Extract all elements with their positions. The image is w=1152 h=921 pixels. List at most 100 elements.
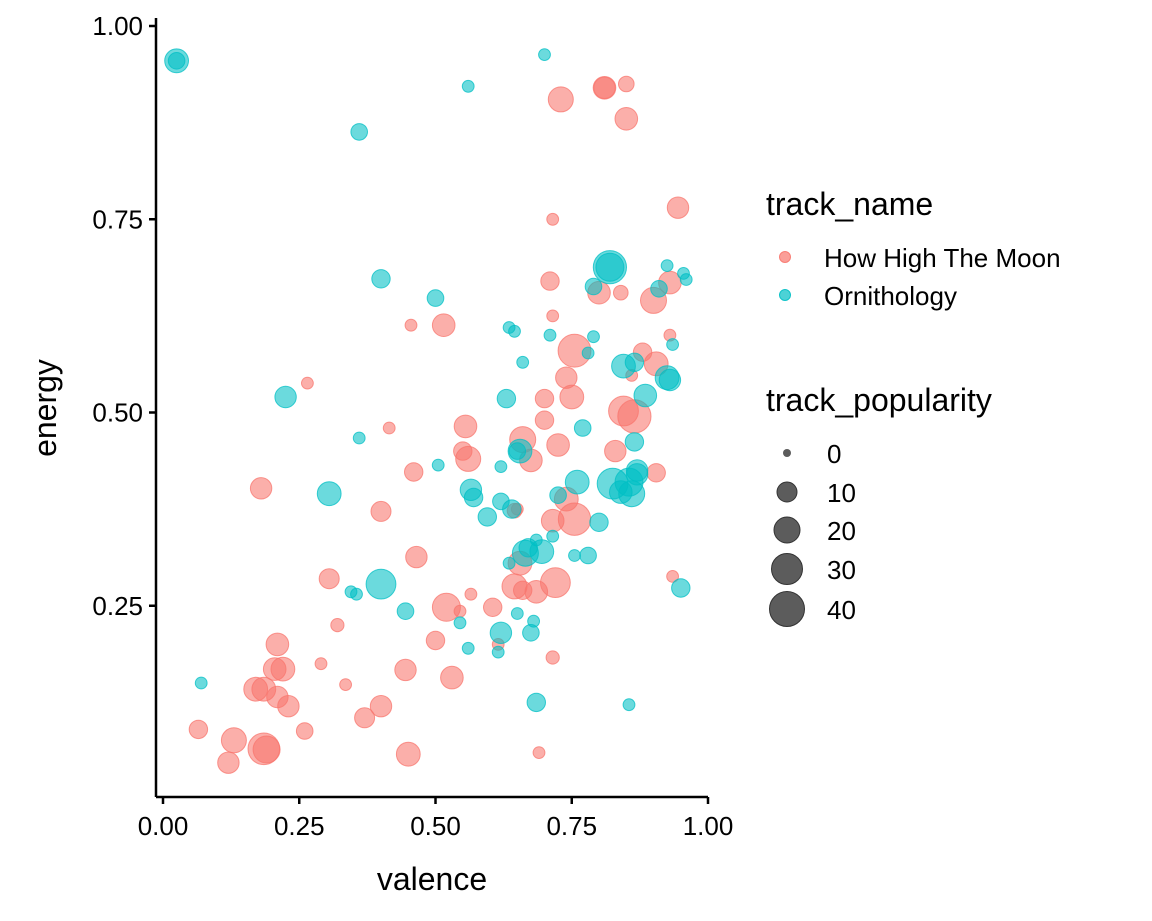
data-point-ornithology-58 [365, 568, 397, 600]
x-tick-label: 1.00 [683, 811, 734, 841]
data-point-how-high-the-moon-20 [301, 376, 314, 390]
data-point-ornithology-11 [679, 273, 693, 286]
data-point-ornithology-42 [609, 480, 633, 504]
data-point-ornithology-72 [622, 698, 636, 712]
data-point-ornithology-44 [463, 487, 484, 508]
data-point-ornithology-61 [396, 602, 415, 621]
data-point-ornithology-66 [489, 621, 513, 644]
data-point-how-high-the-moon-12 [546, 309, 560, 323]
data-point-how-high-the-moon-37 [249, 477, 273, 500]
data-point-ornithology-6 [595, 252, 625, 282]
data-point-ornithology-62 [671, 578, 691, 598]
data-point-how-high-the-moon-22 [559, 384, 585, 410]
data-point-ornithology-4 [350, 123, 369, 141]
data-point-ornithology-49 [589, 512, 609, 532]
data-point-how-high-the-moon-70 [440, 665, 464, 690]
size-key-20 [773, 516, 801, 544]
data-point-how-high-the-moon-41 [370, 500, 392, 522]
data-point-how-high-the-moon-80 [532, 746, 546, 759]
x-tick-label: 0.50 [410, 811, 461, 841]
size-key-0 [783, 449, 791, 457]
data-point-ornithology-32 [508, 442, 527, 460]
x-tick-label: 0.25 [274, 811, 325, 841]
data-point-how-high-the-moon-63 [394, 658, 417, 682]
legend-key-ornithology [779, 289, 791, 301]
data-point-ornithology-22 [516, 355, 530, 369]
data-point-how-high-the-moon-58 [330, 618, 345, 633]
data-point-how-high-the-moon-57 [425, 630, 446, 651]
data-point-ornithology-57 [502, 556, 516, 570]
data-point-how-high-the-moon-27 [534, 410, 555, 430]
data-point-ornithology-37 [494, 460, 508, 474]
y-tick-label: 0.25 [92, 591, 143, 621]
data-point-ornithology-30 [624, 432, 645, 452]
data-point-ornithology-56 [579, 546, 597, 565]
data-point-ornithology-15 [508, 324, 521, 338]
data-point-how-high-the-moon-44 [405, 545, 428, 569]
data-point-how-high-the-moon-13 [431, 313, 456, 338]
data-point-how-high-the-moon-74 [188, 719, 209, 740]
y-tick-label: 0.50 [92, 398, 143, 428]
data-point-ornithology-13 [426, 289, 445, 307]
data-point-how-high-the-moon-46 [318, 568, 340, 590]
data-point-ornithology-47 [502, 499, 522, 519]
data-point-ornithology-70 [194, 676, 208, 690]
data-point-how-high-the-moon-7 [540, 271, 560, 291]
data-point-how-high-the-moon-77 [252, 735, 281, 764]
data-point-how-high-the-moon-23 [534, 388, 555, 409]
legend-label-how-high-the-moon: How High The Moon [824, 243, 1061, 273]
data-point-how-high-the-moon-51 [464, 587, 478, 601]
data-point-ornithology-65 [510, 607, 524, 620]
y-tick-label: 0.75 [92, 204, 143, 234]
data-point-how-high-the-moon-56 [265, 632, 290, 657]
data-point-ornithology-43 [316, 481, 342, 507]
data-point-ornithology-50 [546, 529, 560, 543]
data-point-how-high-the-moon-3 [547, 86, 574, 113]
size-legend: track_popularity 0 10 20 30 40 [766, 382, 992, 627]
data-point-ornithology-27 [633, 383, 658, 408]
data-point-how-high-the-moon-2 [618, 75, 635, 93]
data-point-ornithology-21 [611, 353, 636, 379]
data-point-ornithology-28 [573, 419, 592, 437]
y-tick-label: 1.00 [92, 11, 143, 41]
data-point-ornithology-17 [587, 330, 600, 344]
data-point-ornithology-9 [660, 259, 674, 273]
data-point-ornithology-2 [538, 48, 551, 61]
data-point-ornithology-48 [477, 507, 497, 527]
data-point-how-high-the-moon-62 [314, 657, 328, 671]
data-point-how-high-the-moon-26 [453, 414, 478, 439]
data-point-ornithology-64 [453, 616, 467, 630]
data-point-how-high-the-moon-1 [593, 76, 616, 100]
size-key-10 [776, 481, 798, 503]
data-point-ornithology-25 [274, 385, 297, 409]
data-point-ornithology-67 [522, 624, 540, 642]
data-point-ornithology-71 [526, 692, 546, 713]
data-point-how-high-the-moon-79 [217, 751, 240, 774]
data-point-how-high-the-moon-5 [666, 196, 690, 219]
color-legend: track_name How High The Moon Ornithology [766, 186, 1061, 311]
legend-key-how-high-the-moon [779, 251, 791, 263]
data-point-how-high-the-moon-64 [545, 650, 560, 665]
data-point-how-high-the-moon-75 [220, 727, 247, 754]
data-point-ornithology-38 [431, 458, 445, 472]
data-point-ornithology-69 [491, 645, 505, 659]
data-point-how-high-the-moon-52 [666, 570, 679, 583]
data-point-how-high-the-moon-30 [546, 433, 570, 457]
x-tick-label: 0.00 [138, 811, 189, 841]
data-point-ornithology-60 [350, 587, 363, 601]
data-point-how-high-the-moon-55 [453, 604, 467, 618]
data-point-ornithology-34 [564, 469, 590, 495]
data-point-how-high-the-moon-6 [546, 212, 560, 226]
data-point-how-high-the-moon-68 [277, 695, 300, 718]
data-point-how-high-the-moon-36 [646, 463, 666, 483]
size-label-10: 10 [827, 478, 856, 508]
data-point-ornithology-7 [371, 269, 391, 289]
data-point-ornithology-24 [658, 368, 682, 392]
axes-layer: 0.00 0.25 0.50 0.75 1.00 0.25 0.50 0.75 1.00 [92, 11, 733, 841]
data-point-ornithology-29 [352, 431, 366, 445]
data-point-how-high-the-moon-72 [354, 707, 376, 729]
size-label-40: 40 [827, 595, 856, 625]
data-point-ornithology-26 [496, 388, 517, 409]
data-point-ornithology-1 [167, 52, 186, 70]
